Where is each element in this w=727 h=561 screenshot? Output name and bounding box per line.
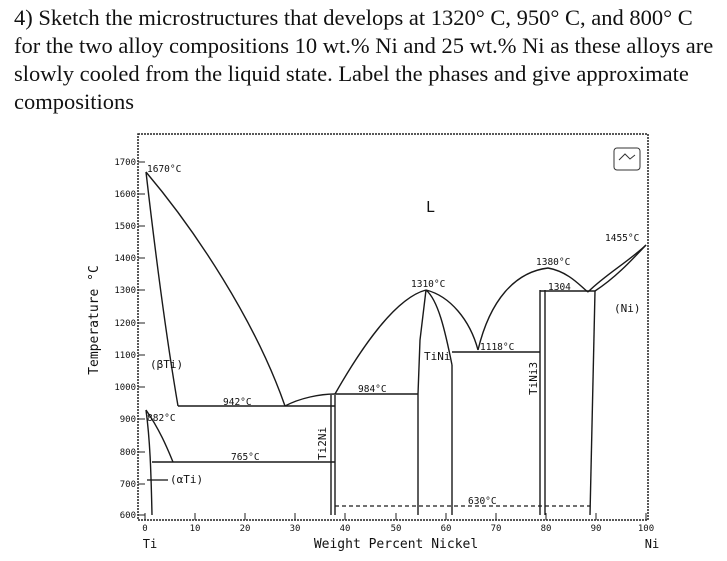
liquidus-to-tini [334,289,427,395]
y-tick-label: 600 [120,511,136,521]
x-axis [144,513,647,520]
solidus-beta [145,171,179,407]
y-tick-label: 1700 [114,158,136,168]
phase-ti2ni: Ti2Ni [316,427,329,460]
y-axis-title: Temperature °C [87,265,102,375]
temp-1380: 1380°C [536,257,570,268]
y-tick-label: 1300 [114,286,136,296]
alpha-solvus [145,409,153,516]
phase-tini3: TiNi3 [527,362,540,395]
x-tick-label: 0 [142,524,147,534]
temp-1304: 1304 [548,282,571,293]
element-ti-label: Ti [143,537,157,551]
liquidus-tini-right [425,289,479,351]
y-tick-label: 1000 [114,383,136,393]
y-tick-label: 1100 [114,351,136,361]
temp-1310: 1310°C [411,279,445,290]
phase-ni: (Ni) [614,302,641,315]
element-ni-label: Ni [645,537,659,551]
y-tick-label: 800 [120,448,136,458]
x-tick-label: 100 [638,524,654,534]
y-tick-label: 1500 [114,222,136,232]
y-tick-label: 900 [120,415,136,425]
x-tick-label: 10 [190,524,201,534]
phase-beta-ti: (βTi) [150,358,183,371]
y-tick-label: 1400 [114,254,136,264]
phase-boundaries [145,171,647,516]
temp-630: 630°C [468,496,497,507]
liquidus-ti-side [145,171,286,407]
temp-984: 984°C [358,384,387,395]
x-tick-label: 70 [491,524,502,534]
tini-left-boundary [417,289,427,395]
temp-765: 765°C [231,452,260,463]
y-tick-label: 1600 [114,190,136,200]
y-tick-label: 700 [120,480,136,490]
question-text: 4) Sketch the microstructures that devel… [14,5,714,114]
phase-alpha-ti: (αTi) [170,473,203,486]
x-tick-label: 90 [591,524,602,534]
liquidus-to-tini3 [477,267,589,351]
phase-liquid: L [426,198,435,216]
stamp-icon [613,147,641,171]
tini-right-boundary [425,289,453,366]
liquidus-ni-side [587,244,647,293]
phase-tini: TiNi [424,350,451,363]
x-tick-label: 30 [290,524,301,534]
y-tick-label: 1200 [114,319,136,329]
temp-1455: 1455°C [605,233,639,244]
temp-882: 882°C [147,413,176,424]
x-tick-label: 50 [391,524,402,534]
x-tick-label: 20 [240,524,251,534]
temp-1118: 1118°C [480,342,514,353]
x-tick-label: 80 [541,524,552,534]
plot-frame [137,133,649,521]
x-axis-title: Weight Percent Nickel [314,537,478,552]
x-tick-label: 60 [441,524,452,534]
ni-solvus [589,290,596,516]
temp-942: 942°C [223,397,252,408]
beta-transus [145,409,174,463]
x-tick-label: 40 [340,524,351,534]
temp-1670: 1670°C [147,164,181,175]
ni-solidus [594,244,647,292]
liquidus-ti2ni [284,393,336,407]
y-axis [138,161,145,516]
